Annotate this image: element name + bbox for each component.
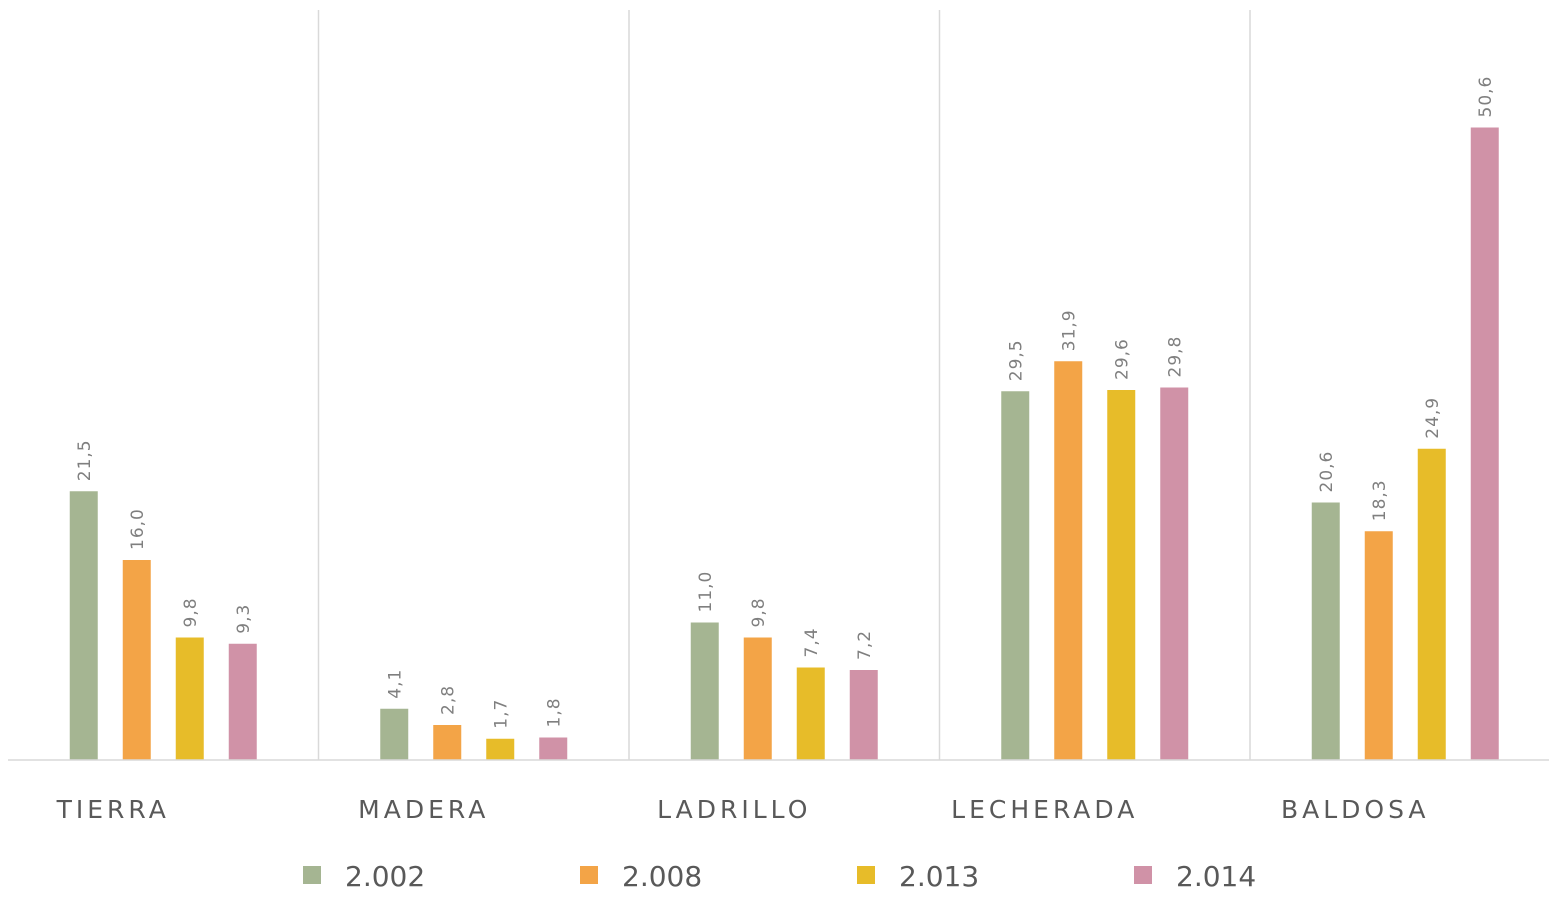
- legend-swatch: [857, 866, 875, 884]
- bar: [486, 738, 515, 760]
- bar: [1311, 502, 1340, 760]
- data-label: 1,7: [491, 699, 511, 729]
- legend-label: 2.013: [899, 860, 979, 893]
- data-label: 31,9: [1059, 309, 1079, 351]
- bar: [1364, 531, 1393, 760]
- legend-label: 2.002: [345, 860, 425, 893]
- bar: [849, 670, 878, 760]
- bar: [122, 560, 151, 760]
- data-label: 21,5: [75, 439, 95, 481]
- data-label: 24,9: [1423, 397, 1443, 439]
- bar: [69, 491, 98, 760]
- bar: [175, 637, 204, 760]
- data-label: 7,4: [802, 627, 822, 657]
- legend-swatch: [580, 866, 598, 884]
- bar: [1001, 391, 1030, 760]
- bar: [539, 737, 568, 760]
- data-label: 20,6: [1317, 451, 1337, 493]
- bar: [1417, 448, 1446, 760]
- bar: [690, 622, 719, 760]
- data-label: 1,8: [544, 697, 564, 727]
- bar: [433, 725, 462, 760]
- legend-swatch: [303, 866, 321, 884]
- data-label: 29,6: [1112, 338, 1132, 380]
- x-tick-label: LADRILLO: [657, 795, 811, 824]
- legend-swatch: [1134, 866, 1152, 884]
- bar: [1160, 387, 1189, 760]
- data-label: 9,3: [234, 604, 254, 634]
- bar: [796, 667, 825, 760]
- data-label: 9,8: [181, 597, 201, 627]
- data-label: 50,6: [1476, 76, 1496, 118]
- x-tick-label: LECHERADA: [951, 795, 1138, 824]
- data-label: 29,5: [1006, 339, 1026, 381]
- data-label: 29,8: [1165, 336, 1185, 378]
- data-label: 7,2: [855, 630, 875, 660]
- bar: [1054, 361, 1083, 760]
- x-tick-label: BALDOSA: [1281, 795, 1430, 824]
- bar: [380, 708, 409, 760]
- legend-label: 2.014: [1176, 860, 1256, 893]
- legend-label: 2.008: [622, 860, 702, 893]
- data-label: 4,1: [385, 669, 405, 699]
- data-label: 18,3: [1370, 479, 1390, 521]
- bar: [228, 643, 257, 760]
- x-tick-label: TIERRA: [56, 795, 170, 824]
- data-label: 16,0: [128, 508, 148, 550]
- bar: [1107, 390, 1136, 760]
- data-label: 2,8: [438, 685, 458, 715]
- x-tick-label: MADERA: [358, 795, 489, 824]
- data-label: 11,0: [696, 571, 716, 613]
- bar: [1470, 127, 1499, 760]
- data-label: 9,8: [749, 597, 769, 627]
- bar: [743, 637, 772, 760]
